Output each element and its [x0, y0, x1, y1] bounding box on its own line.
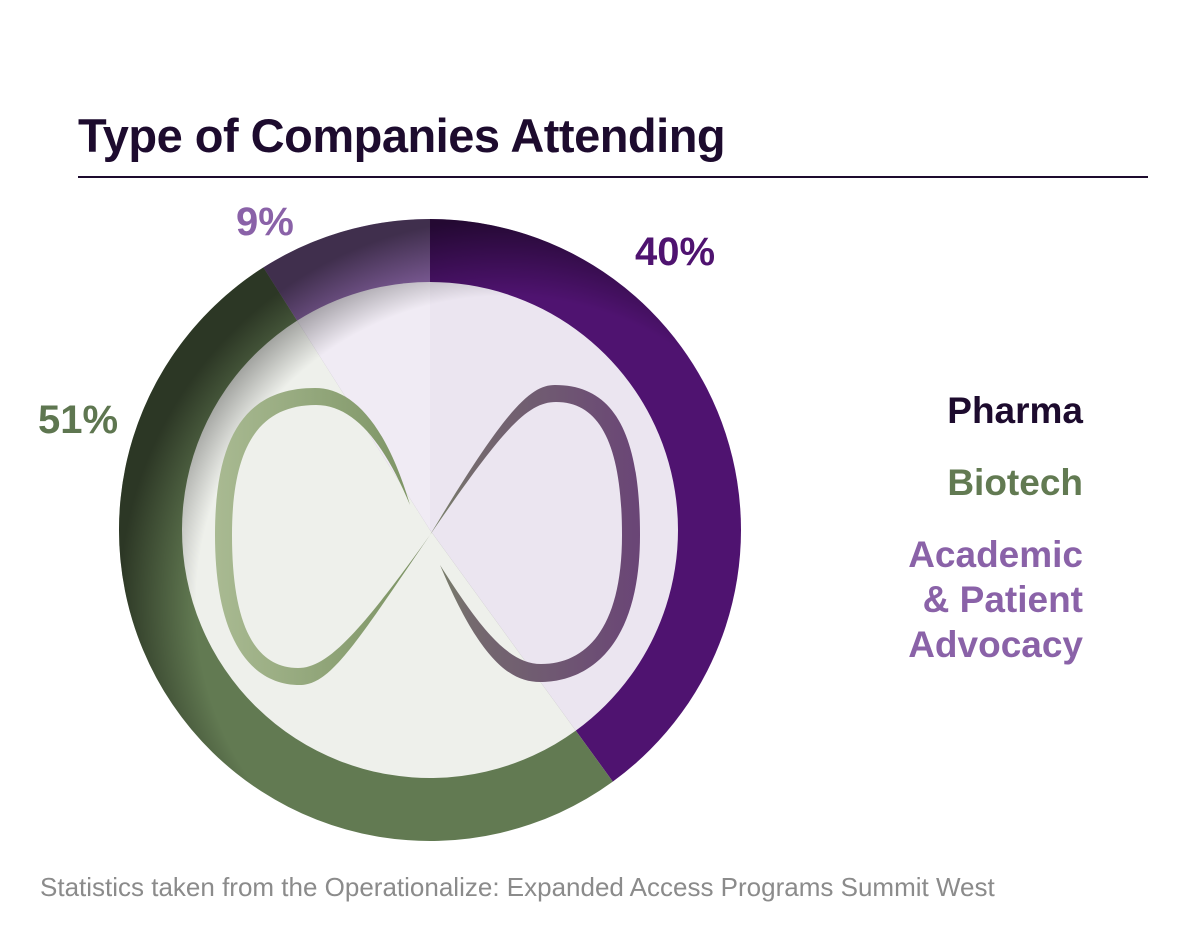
pharma-percent-label: 40%	[635, 230, 716, 274]
ring-shading	[119, 219, 741, 841]
chart-title: Type of Companies Attending	[78, 109, 726, 162]
legend-label-biotech: Biotech	[947, 462, 1083, 503]
legend-label-academic-line1: Academic	[908, 534, 1083, 575]
infinity-icon	[215, 385, 640, 685]
legend-item-academic: Academic & Patient Advocacy	[783, 532, 1083, 667]
legend-item-pharma: Pharma	[783, 388, 1083, 433]
biotech-percent-label: 51%	[38, 398, 119, 442]
legend-label-academic-line3: Advocacy	[908, 624, 1083, 665]
legend-label-academic-line2: & Patient	[922, 579, 1083, 620]
academic-percent-label: 9%	[236, 200, 294, 244]
title-divider	[78, 176, 1148, 178]
footnote: Statistics taken from the Operationalize…	[40, 872, 995, 902]
legend-item-biotech: Biotech	[783, 460, 1083, 505]
legend-label-pharma: Pharma	[947, 390, 1083, 431]
legend: Pharma Biotech Academic & Patient Advoca…	[783, 388, 1083, 694]
